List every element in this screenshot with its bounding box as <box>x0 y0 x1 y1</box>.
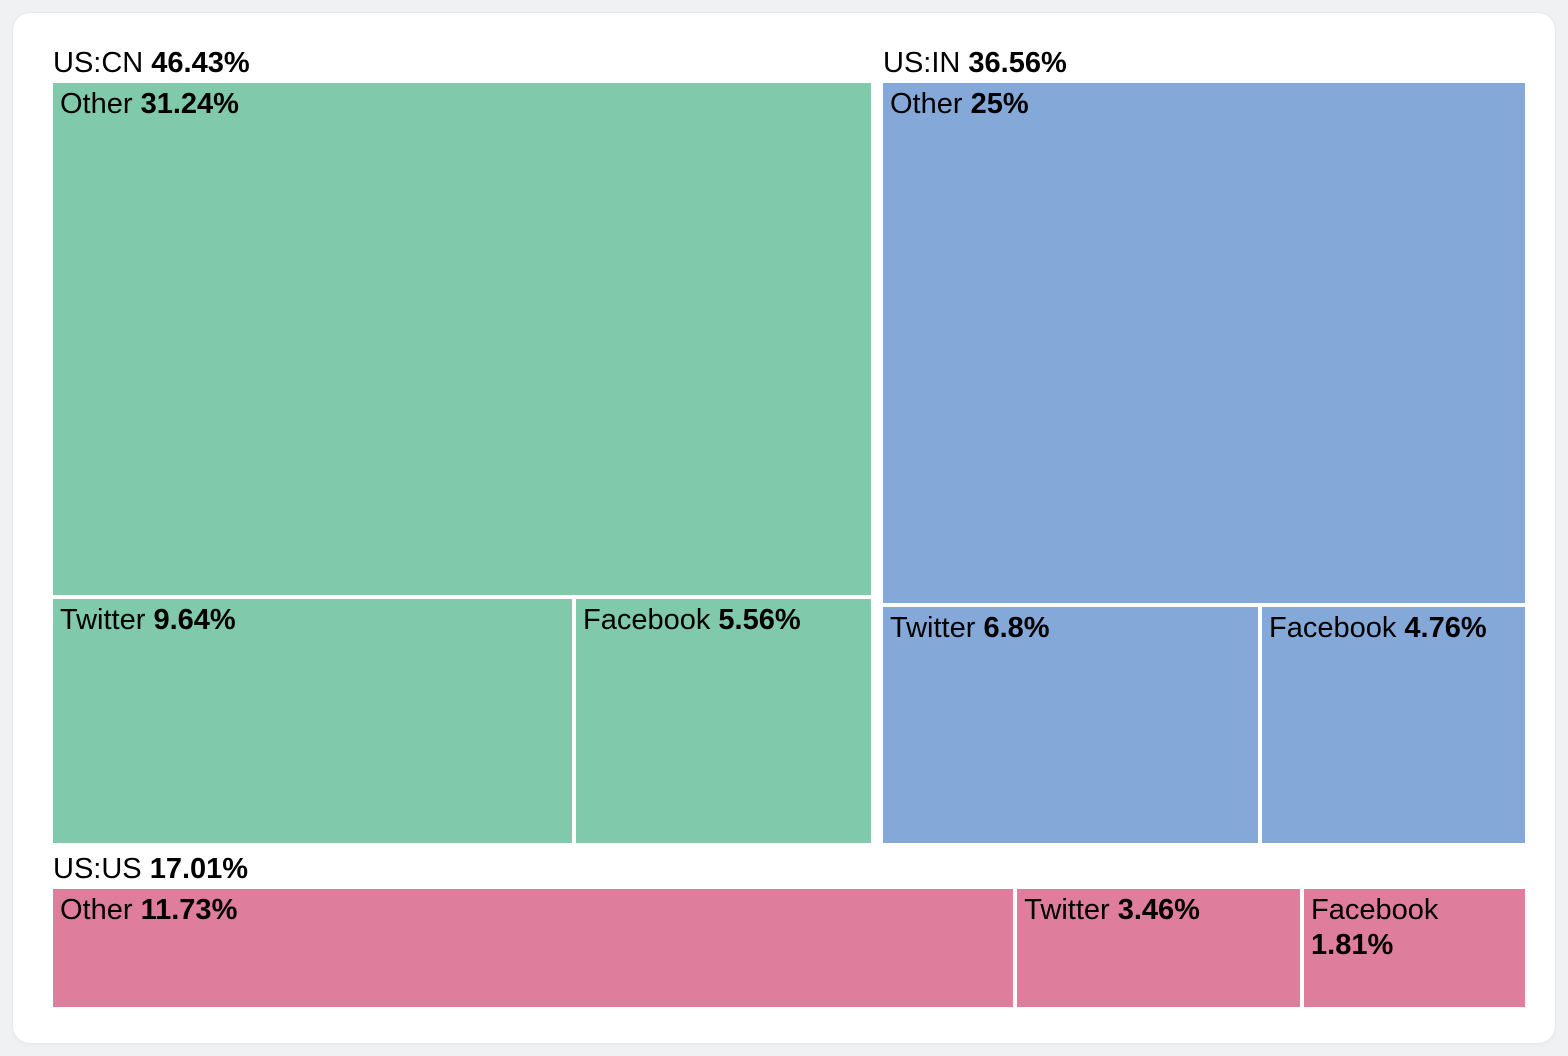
treemap-top-row: US:CN 46.43% Other 31.24% Twitter 9.64% <box>53 43 1525 843</box>
treemap-group-us-cn: US:CN 46.43% Other 31.24% Twitter 9.64% <box>53 43 871 843</box>
group-header-us-in: US:IN 36.56% <box>883 43 1525 83</box>
treemap-group-us-us: US:US 17.01% Other 11.73% Twitter 3.46% … <box>53 849 1525 1007</box>
cell-label: Twitter <box>60 604 146 636</box>
chart-card: US:CN 46.43% Other 31.24% Twitter 9.64% <box>12 12 1556 1044</box>
treemap-cell-us-us-facebook[interactable]: Facebook 1.81% <box>1304 889 1525 1007</box>
treemap-group-us-in: US:IN 36.56% Other 25% Twitter 6.8% <box>883 43 1525 843</box>
treemap-cell-us-us-twitter[interactable]: Twitter 3.46% <box>1017 889 1301 1007</box>
cell-label: Other <box>60 88 133 120</box>
group-label: US:US <box>53 853 142 885</box>
cell-value: 3.46% <box>1117 894 1200 926</box>
treemap-cell-us-us-other[interactable]: Other 11.73% <box>53 889 1014 1007</box>
group-value: 46.43% <box>151 47 250 79</box>
cell-value: 1.81% <box>1311 929 1394 961</box>
treemap-cell-us-in-other[interactable]: Other 25% <box>883 83 1525 603</box>
treemap-cell-us-cn-other[interactable]: Other 31.24% <box>53 83 871 595</box>
cell-value: 5.56% <box>718 604 801 636</box>
cell-label: Twitter <box>890 612 976 644</box>
cell-value: 11.73% <box>140 894 238 926</box>
group-value: 17.01% <box>149 853 249 885</box>
group-body-us-in: Other 25% Twitter 6.8% Facebook 4.76% <box>883 83 1525 843</box>
group-header-us-cn: US:CN 46.43% <box>53 43 871 83</box>
cell-label: Facebook <box>1311 894 1439 926</box>
subrow-us-us: Other 11.73% Twitter 3.46% Facebook 1.81… <box>53 889 1525 1007</box>
cell-label: Twitter <box>1024 894 1110 926</box>
treemap-chart: US:CN 46.43% Other 31.24% Twitter 9.64% <box>53 43 1525 1007</box>
cell-value: 31.24% <box>140 88 239 120</box>
group-header-us-us: US:US 17.01% <box>53 849 1525 889</box>
cell-label: Other <box>60 894 133 926</box>
treemap-cell-us-in-facebook[interactable]: Facebook 4.76% <box>1262 607 1525 843</box>
group-label: US:CN <box>53 47 144 79</box>
treemap-cell-us-cn-twitter[interactable]: Twitter 9.64% <box>53 599 572 843</box>
group-value: 36.56% <box>968 47 1067 79</box>
cell-value: 4.76% <box>1404 612 1487 644</box>
treemap-cell-us-cn-facebook[interactable]: Facebook 5.56% <box>576 599 871 843</box>
group-body-us-cn: Other 31.24% Twitter 9.64% Facebook 5.56… <box>53 83 871 843</box>
cell-label: Facebook <box>1269 612 1397 644</box>
group-label: US:IN <box>883 47 961 79</box>
treemap-cell-us-in-twitter[interactable]: Twitter 6.8% <box>883 607 1258 843</box>
subrow-us-cn: Twitter 9.64% Facebook 5.56% <box>53 599 871 843</box>
cell-value: 6.8% <box>983 612 1050 644</box>
subrow-us-in: Twitter 6.8% Facebook 4.76% <box>883 607 1525 843</box>
cell-label: Facebook <box>583 604 711 636</box>
cell-label: Other <box>890 88 963 120</box>
cell-value: 9.64% <box>153 604 236 636</box>
cell-value: 25% <box>970 88 1029 120</box>
